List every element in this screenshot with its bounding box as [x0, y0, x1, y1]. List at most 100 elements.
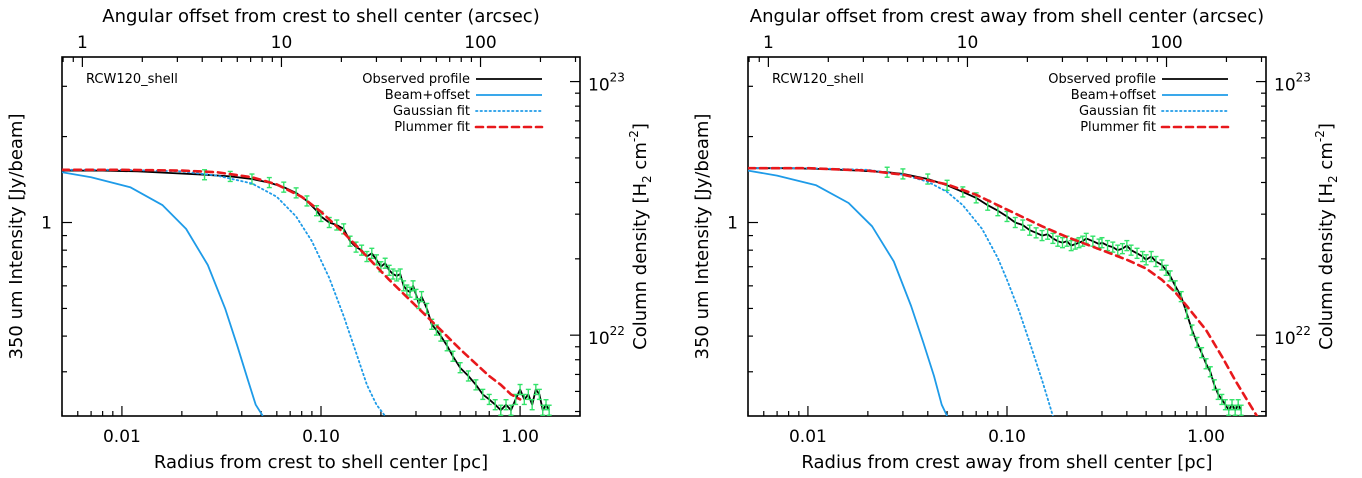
- error-bar: [364, 250, 370, 263]
- error-bar: [444, 340, 450, 352]
- top-tick-label: 1: [77, 33, 88, 53]
- right-ylabel-sub: 2: [1326, 175, 1340, 183]
- right-tick-exponent: 22: [1296, 324, 1311, 338]
- series-line-observed-profile: [62, 169, 550, 412]
- y-axis-label: 350 um Intensity [Jy/beam]: [692, 114, 713, 360]
- error-bar: [1143, 254, 1149, 266]
- right-axis-label: Column density [H2 cm-2]: [1313, 123, 1340, 350]
- legend-label: Observed profile: [362, 72, 470, 87]
- error-bar: [1020, 219, 1026, 231]
- error-bar: [492, 399, 498, 411]
- error-bar: [503, 399, 509, 411]
- error-bar: [457, 362, 463, 374]
- y-axis-label: 350 um Intensity [Jy/beam]: [6, 114, 27, 360]
- right-ylabel-tail: cm: [1316, 142, 1337, 175]
- series-group: [62, 168, 552, 416]
- error-bar: [394, 270, 400, 282]
- error-bar: [1059, 236, 1065, 249]
- x-axis-label: Radius from crest to shell center [pc]: [154, 452, 488, 473]
- error-bar: [1119, 242, 1125, 255]
- error-bar: [473, 379, 479, 391]
- error-bar: [1033, 227, 1039, 239]
- error-bar: [1055, 235, 1061, 247]
- error-bar: [543, 399, 549, 411]
- error-bar: [1039, 229, 1045, 242]
- error-bar: [1189, 324, 1195, 336]
- right-tick-exponent: 23: [610, 71, 625, 85]
- series-group: [748, 166, 1259, 416]
- error-bar: [1226, 404, 1232, 416]
- right-tick-label: 1022: [588, 324, 625, 349]
- error-bar: [1128, 244, 1134, 256]
- right-axis-label: Column density [H2 cm-2]: [627, 123, 654, 350]
- error-bar: [1076, 236, 1082, 249]
- error-bar: [517, 383, 523, 396]
- error-bar: [1153, 255, 1159, 268]
- error-bar: [1148, 250, 1154, 263]
- top-axis-label: Angular offset from crest away from shel…: [750, 6, 1264, 27]
- error-bar: [529, 399, 535, 411]
- error-bar: [960, 186, 966, 198]
- right-tick-exponent: 23: [1296, 71, 1311, 85]
- error-bar: [465, 370, 471, 382]
- error-bar: [382, 257, 388, 269]
- error-bar: [1167, 270, 1173, 282]
- legend-label: Plummer fit: [1080, 120, 1156, 135]
- error-bar: [390, 268, 396, 280]
- y-tick-label: 1: [727, 214, 738, 234]
- error-bar: [1203, 358, 1209, 370]
- error-bar: [533, 383, 539, 396]
- right-tick-base: 10: [1274, 329, 1296, 349]
- error-bar: [293, 187, 299, 199]
- error-bar: [413, 288, 419, 301]
- series-line-gaussian-fit: [62, 168, 386, 416]
- error-bar: [1238, 404, 1244, 416]
- right-tick-base: 10: [588, 76, 610, 96]
- top-tick-label: 10: [957, 33, 979, 53]
- legend-label: Beam+offset: [385, 88, 470, 103]
- error-bar: [1099, 236, 1105, 249]
- right-ylabel-sup: -2: [627, 130, 641, 142]
- error-bar: [1232, 404, 1238, 416]
- error-bar: [416, 297, 422, 310]
- series-line-plummer-fit: [62, 168, 522, 401]
- error-bar: [410, 280, 416, 292]
- error-bar: [1159, 259, 1165, 271]
- error-bar: [397, 268, 403, 280]
- top-tick-label: 100: [1150, 33, 1182, 53]
- error-bar: [1050, 232, 1056, 245]
- right-tick-base: 10: [1274, 76, 1296, 96]
- error-bar: [513, 393, 519, 406]
- panel-label: RCW120_shell: [86, 72, 178, 87]
- right-ylabel-sup: -2: [1313, 130, 1327, 142]
- x-tick-label: 0.01: [789, 427, 827, 447]
- series-line-gaussian-fit: [748, 167, 1054, 416]
- error-bar: [1199, 346, 1205, 359]
- error-bar: [1012, 216, 1018, 229]
- error-bar: [498, 404, 504, 416]
- y-tick-label: 1: [41, 214, 52, 234]
- error-bar: [419, 290, 425, 303]
- legend-label: Gaussian fit: [1079, 104, 1156, 119]
- error-bar: [508, 404, 514, 416]
- panel-label: RCW120_shell: [772, 72, 864, 87]
- error-bar: [401, 280, 407, 292]
- legend-label: Beam+offset: [1071, 88, 1156, 103]
- right-ylabel-base: Column density [H: [1316, 183, 1337, 350]
- x-axis-label: Radius from crest away from shell center…: [801, 452, 1212, 473]
- error-bar: [314, 204, 320, 217]
- right-tick-exponent: 22: [610, 324, 625, 338]
- legend-label: Gaussian fit: [393, 104, 470, 119]
- x-tick-label: 0.10: [988, 427, 1026, 447]
- right-ylabel-tail: cm: [630, 142, 651, 175]
- right-ylabel-end: ]: [1316, 123, 1337, 130]
- error-bar: [1215, 388, 1221, 401]
- legend-label: Observed profile: [1048, 72, 1156, 87]
- series-line-beam-offset: [748, 169, 948, 416]
- error-bar: [1004, 210, 1010, 223]
- error-bar: [1134, 247, 1140, 260]
- right-ylabel-sub: 2: [640, 175, 654, 183]
